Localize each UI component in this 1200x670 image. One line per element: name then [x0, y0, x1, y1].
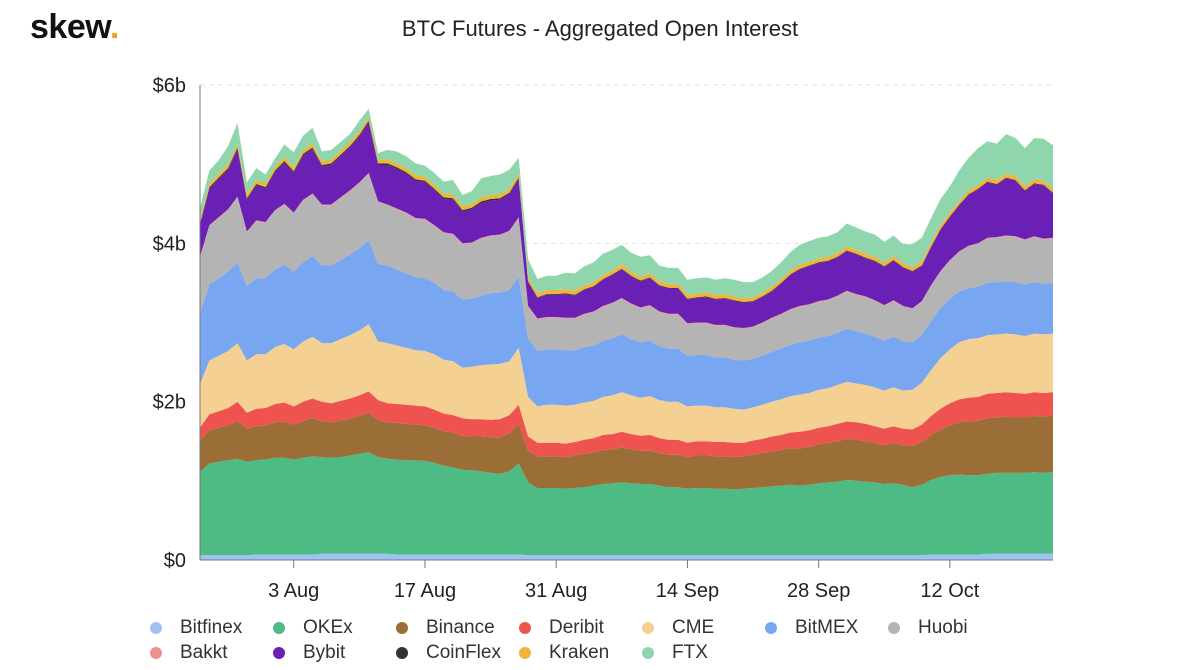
- legend-item-coinflex[interactable]: CoinFlex: [396, 642, 519, 664]
- legend-row: Bitfinex OKEx Binance Deribit CME BitMEX Huobi: [150, 615, 1190, 640]
- chart-area: $0 $2b $4b $6b 3 Aug 17 Aug 31 Aug 14 Sep 28 Sep…: [153, 75, 1053, 602]
- x-tick-label: 14 Sep: [656, 580, 719, 602]
- legend-label: Kraken: [549, 641, 610, 663]
- legend-swatch: [519, 621, 531, 634]
- series-area-deribit: [200, 391, 1053, 458]
- legend-item-bybit[interactable]: Bybit: [273, 642, 396, 664]
- legend-label: FTX: [672, 641, 708, 663]
- legend-label: CoinFlex: [426, 641, 501, 663]
- x-tick-label: 3 Aug: [268, 580, 319, 602]
- series-area-binance: [200, 412, 1053, 490]
- series-area-okex: [200, 452, 1053, 556]
- legend-item-bakkt[interactable]: Bakkt: [150, 642, 273, 664]
- y-tick-label: $2b: [153, 392, 186, 414]
- legend-label: Huobi: [918, 616, 968, 638]
- series-area-bitfinex: [200, 553, 1053, 560]
- legend-swatch: [765, 621, 777, 634]
- x-tick-label: 17 Aug: [394, 580, 456, 602]
- legend-item-huobi[interactable]: Huobi: [888, 617, 1011, 639]
- legend-label: Deribit: [549, 616, 604, 638]
- legend-label: CME: [672, 616, 715, 638]
- x-tick-label: 31 Aug: [525, 580, 587, 602]
- legend-row: Bakkt Bybit CoinFlex Kraken FTX: [150, 640, 1190, 665]
- legend-swatch: [150, 621, 162, 634]
- legend-swatch: [642, 621, 654, 634]
- legend-item-binance[interactable]: Binance: [396, 617, 519, 639]
- legend-label: OKEx: [303, 616, 353, 638]
- legend-label: Bybit: [303, 641, 346, 663]
- series-area-ftx: [200, 108, 1053, 298]
- chart-title: BTC Futures - Aggregated Open Interest: [401, 16, 799, 41]
- legend-item-bitfinex[interactable]: Bitfinex: [150, 617, 273, 639]
- legend-item-bitmex[interactable]: BitMEX: [765, 617, 888, 639]
- legend-item-deribit[interactable]: Deribit: [519, 617, 642, 639]
- legend-swatch: [519, 646, 531, 659]
- legend-label: BitMEX: [795, 616, 859, 638]
- y-tick-label: $0: [164, 550, 186, 572]
- series-area-cme: [200, 324, 1053, 444]
- legend-swatch: [396, 646, 408, 659]
- legend-item-kraken[interactable]: Kraken: [519, 642, 642, 664]
- series-area-bybit: [200, 122, 1053, 328]
- legend-swatch: [642, 646, 654, 659]
- x-tick-label: 12 Oct: [920, 580, 979, 602]
- legend-item-cme[interactable]: CME: [642, 617, 765, 639]
- y-tick-label: $4b: [153, 233, 186, 255]
- series-area-huobi: [200, 173, 1053, 361]
- x-tick-label: 28 Sep: [787, 580, 850, 602]
- legend-swatch: [273, 646, 285, 659]
- skew-logo: skew.: [30, 8, 119, 46]
- series-area-bitmex: [200, 240, 1053, 410]
- legend-item-okex[interactable]: OKEx: [273, 617, 396, 639]
- legend-label: Bitfinex: [180, 616, 243, 638]
- legend-swatch: [150, 646, 162, 659]
- y-tick-label: $6b: [153, 75, 186, 97]
- legend-label: Binance: [426, 616, 495, 638]
- legend-swatch: [888, 621, 900, 634]
- legend-label: Bakkt: [180, 641, 228, 663]
- legend-item-ftx[interactable]: FTX: [642, 642, 765, 664]
- legend-swatch: [273, 621, 285, 634]
- chart-legend: Bitfinex OKEx Binance Deribit CME BitMEX Huobi…: [150, 615, 1190, 665]
- legend-swatch: [396, 621, 408, 634]
